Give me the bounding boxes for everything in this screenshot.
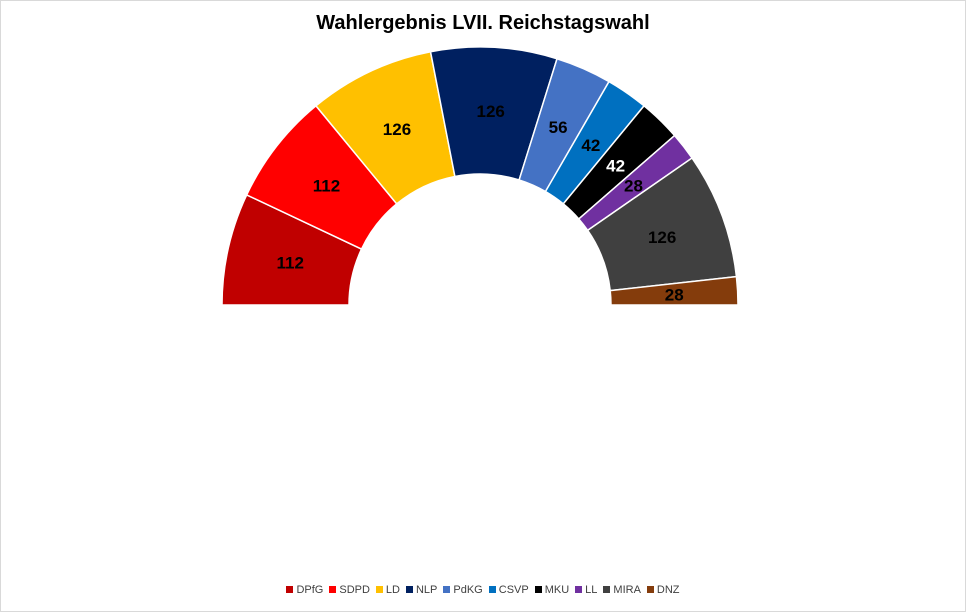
legend-label: SDPD: [339, 584, 370, 596]
data-label-mku: 42: [606, 157, 625, 176]
legend-label: MIRA: [613, 584, 641, 596]
legend-label: DPfG: [296, 584, 324, 596]
legend-swatch: [603, 586, 611, 593]
legend-item-mku: MKU: [534, 584, 570, 596]
chart-legend: DPfG SDPD LD NLP PdKG CSVP MKU LL MIRA DNZ: [0, 584, 966, 596]
data-label-pdkg: 56: [549, 118, 568, 137]
legend-swatch: [405, 586, 413, 593]
legend-label: PdKG: [453, 584, 483, 596]
legend-label: DNZ: [656, 584, 680, 596]
legend-label: CSVP: [498, 584, 529, 596]
data-label-ld: 126: [383, 120, 411, 139]
data-label-sdpd: 112: [313, 177, 340, 196]
legend-item-ll: LL: [575, 584, 597, 596]
data-label-csvp: 42: [581, 136, 600, 155]
legend-label: NLP: [415, 584, 438, 596]
legend-item-nlp: NLP: [405, 584, 438, 596]
legend-swatch: [488, 586, 496, 593]
chart-title: Wahlergebnis LVII. Reichstagswahl: [316, 12, 650, 34]
data-label-dpfg: 112: [276, 253, 303, 272]
data-label-nlp: 126: [477, 102, 505, 121]
legend-swatch: [646, 586, 654, 593]
legend-item-ld: LD: [375, 584, 400, 596]
data-label-ll: 28: [624, 177, 643, 196]
slice-dnz[interactable]: [609, 275, 739, 306]
legend-item-pdkg: PdKG: [443, 584, 483, 596]
legend-item-mira: MIRA: [603, 584, 641, 596]
legend-label: LD: [385, 584, 400, 596]
legend-swatch: [534, 586, 542, 593]
legend-swatch: [575, 586, 583, 593]
data-label-dnz: 28: [665, 285, 684, 304]
legend-item-dpfg: DPfG: [286, 584, 323, 596]
legend-item-sdpd: SDPD: [329, 584, 370, 596]
legend-swatch: [329, 586, 337, 593]
legend-swatch: [443, 586, 451, 593]
legend-swatch: [286, 586, 294, 593]
legend-item-dnz: DNZ: [646, 584, 680, 596]
legend-swatch: [375, 586, 383, 593]
legend-label: MKU: [544, 584, 570, 596]
data-label-mira: 126: [648, 228, 676, 247]
legend-item-csvp: CSVP: [488, 584, 529, 596]
legend-label: LL: [585, 584, 598, 596]
